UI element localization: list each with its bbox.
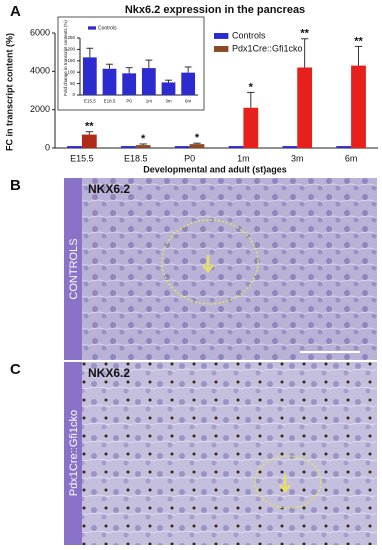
side-strip [64,178,82,360]
y-tick-label: 50 [70,81,76,86]
bar [351,65,366,148]
error-bar [86,47,94,58]
panel-letter: C [10,361,21,378]
error-bar [125,67,133,74]
bar [243,107,259,148]
significance: * [249,81,254,93]
significance: * [141,133,146,145]
bar [297,67,313,148]
stain-label: NKX6.2 [88,366,130,380]
error-bar [354,45,363,66]
bar [181,72,196,95]
micrograph [82,362,377,545]
x-tick-label: P0 [184,153,195,163]
x-tick-label: 3m [165,99,172,104]
error-bar [300,38,309,68]
bar [120,146,136,148]
group-label: Pdx1Cre::Gfi1cko [68,410,80,496]
bar [141,68,156,95]
x-tick-label: E18.5 [104,99,116,104]
bar [67,146,82,148]
significance: ** [300,28,309,40]
micrograph [82,178,377,360]
bar [122,73,137,95]
bar [135,145,151,148]
islet-outline [161,219,259,305]
y-tick-label: 250 [67,35,75,40]
stain-label: NKX6.2 [88,182,130,196]
inset-chart: 0 50 100 150 200 250 E15.5 E18.5 P0 1m 3m 6m Control… [67,25,198,104]
inset-y-label: Fold change in transcript contents (%) [63,20,68,96]
error-bar [193,142,201,145]
x-tick-label: 1m [146,99,153,104]
y-tick-label: 4000 [30,66,50,76]
x-tick-label: 3m [291,153,304,163]
x-tick-label: E15.5 [70,153,94,163]
x-tick-label: E18.5 [124,153,148,163]
error-bar [184,66,192,73]
main-chart: 0200040006000E15.5**E18.5*P0*1m*3m**6m**… [30,27,378,163]
bar [81,134,97,148]
panel-letter: A [10,3,21,20]
bar [161,82,176,95]
y-tick-label: 2000 [30,104,50,114]
arrow [279,475,291,493]
x-tick-label: E15.5 [84,99,96,104]
error-bar [145,59,153,69]
arrow [202,255,214,273]
bar [82,57,97,95]
legend-label: Controls [98,25,117,31]
group-label: CONTROLS [68,238,80,299]
significance: ** [354,35,363,47]
y-tick-label: 6000 [30,27,50,37]
y-tick-label: 200 [67,47,75,52]
legend-label: Pdx1Cre::Gfi1cko [232,43,303,53]
x-tick-label: 1m [237,153,250,163]
x-tick-label: 6m [185,99,192,104]
bar [282,146,298,148]
y-tick-label: 100 [67,69,75,74]
chart-title: Nkx6.2 expression in the pancreas [125,4,305,16]
x-axis-label: Developmental and adult (st)ages [143,164,287,174]
error-bar [85,131,94,135]
bar [228,146,244,148]
bar [102,68,117,95]
panel-letter: B [10,177,21,194]
error-bar [247,91,255,108]
legend-label: Controls [232,30,266,40]
bar [174,146,190,148]
bar [336,146,352,148]
significance: * [195,132,200,144]
y-tick-label: 0 [45,142,50,152]
x-tick-label: P0 [126,99,132,104]
error-bar [139,143,147,146]
error-bar [106,63,113,69]
y-axis-label: FC in transcript content (%) [4,33,14,151]
islet-outline [254,455,322,509]
significance: ** [85,121,94,133]
legend-swatch [214,46,229,52]
legend-swatch [214,33,229,39]
bar [189,144,205,148]
error-bar [165,79,172,83]
x-tick-label: 6m [345,153,358,163]
legend-swatch [88,26,96,30]
y-tick-label: 150 [67,58,75,63]
y-tick-label: 0 [72,92,75,97]
side-strip [64,362,82,545]
